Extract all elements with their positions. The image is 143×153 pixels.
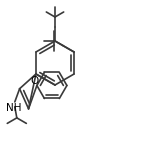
Text: NH: NH	[6, 103, 22, 113]
Text: O: O	[31, 75, 39, 86]
